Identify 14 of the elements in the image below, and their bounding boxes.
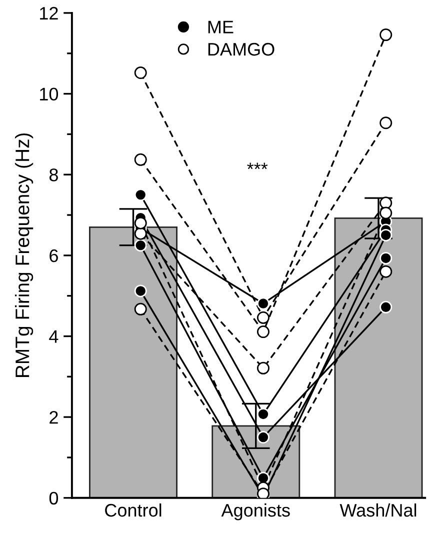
y-tick-label: 10 <box>40 88 58 100</box>
legend-label: DAMGO <box>208 42 274 56</box>
y-tick-label: 6 <box>50 249 58 262</box>
x-tick-label: Wash/Nal <box>340 503 416 517</box>
x-tick-label: Control <box>105 503 162 517</box>
annotation: *** <box>247 162 268 170</box>
y-tick-label: 8 <box>49 168 58 182</box>
y-tick-label: 2 <box>50 410 58 424</box>
x-tick-label: Agonists <box>221 503 290 520</box>
y-axis-title: RMTg Firing Frequency (Hz) <box>14 133 34 377</box>
legend-label: ME <box>208 20 234 34</box>
y-tick-label: 4 <box>49 330 58 343</box>
y-tick-label: 12 <box>40 6 58 20</box>
y-tick-label: 0 <box>49 492 58 505</box>
